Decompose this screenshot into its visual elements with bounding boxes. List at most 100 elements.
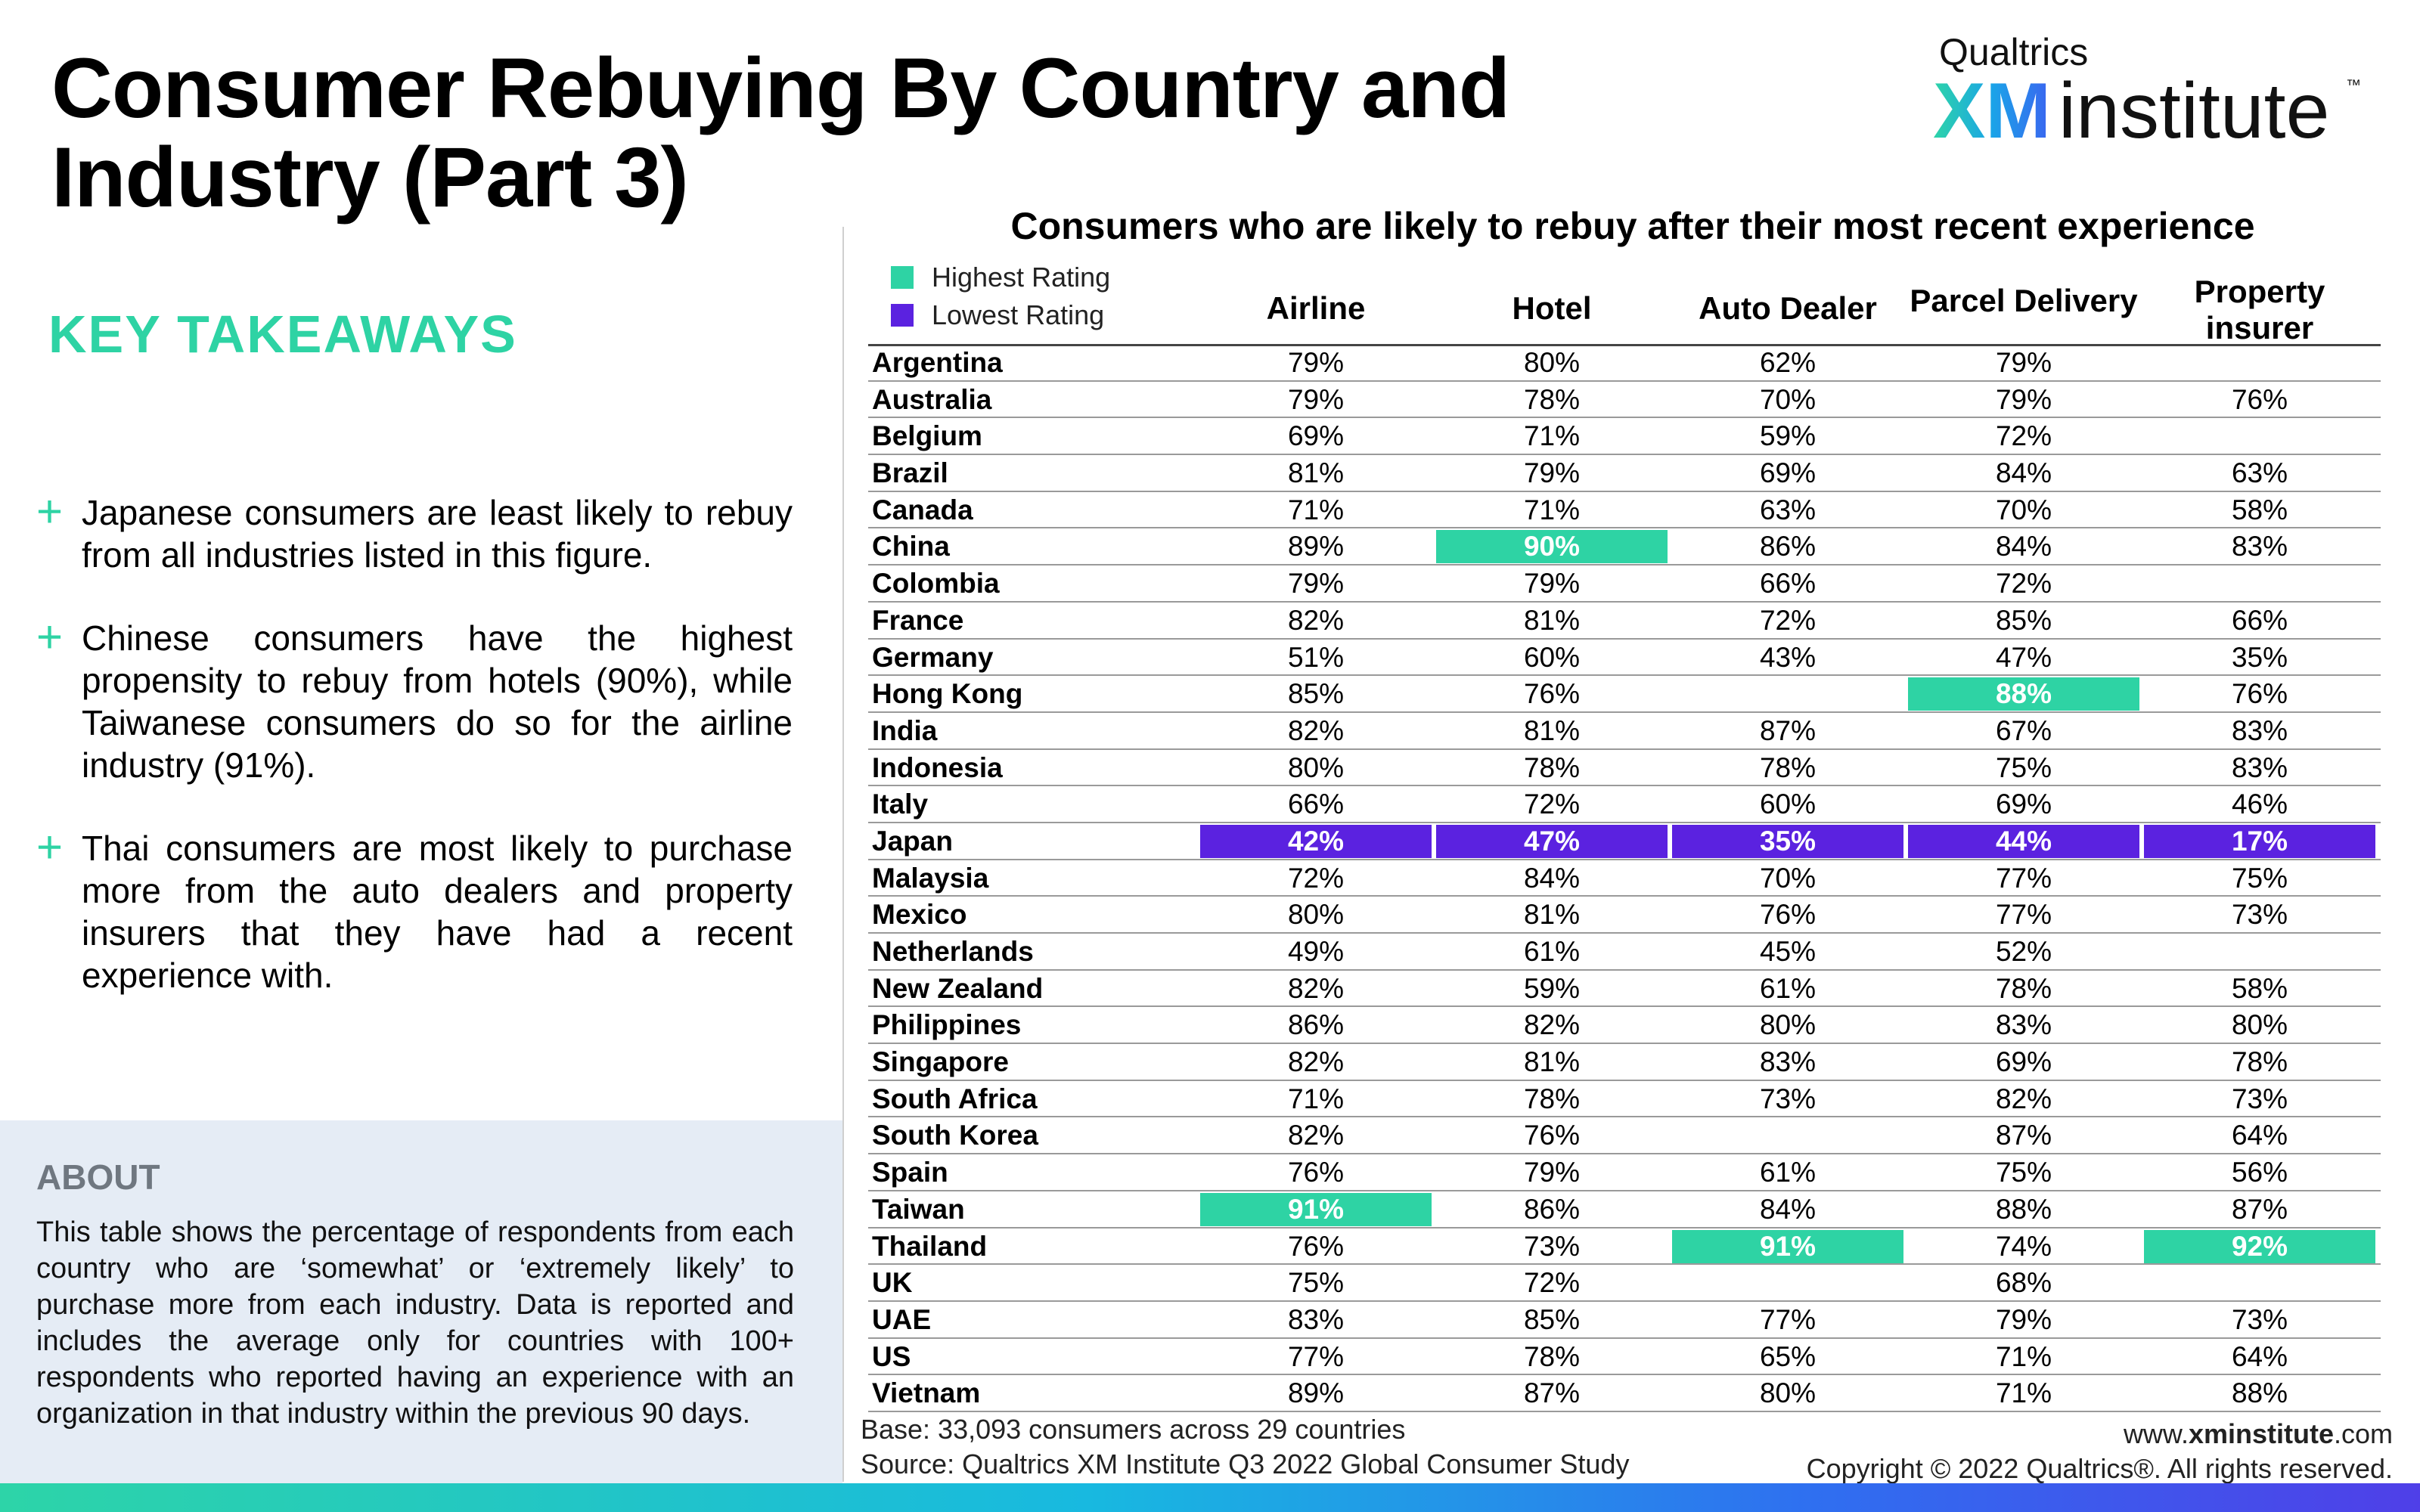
data-cell: 78%: [1523, 383, 1581, 415]
takeaway-text: Thai consumers are most likely to purcha…: [82, 829, 793, 995]
data-cell: [2144, 935, 2375, 968]
data-cell: 59%: [1759, 420, 1817, 452]
data-cell: 45%: [1759, 936, 1817, 967]
data-cell: 66%: [1759, 568, 1817, 600]
country-label: France: [872, 604, 964, 636]
data-cell: 66%: [2231, 604, 2288, 636]
data-cell: 47%: [1995, 641, 2052, 673]
data-cell: 79%: [1287, 568, 1345, 600]
country-label: Malaysia: [872, 862, 989, 894]
country-label: South Korea: [872, 1120, 1038, 1151]
data-cell: 72%: [1759, 604, 1817, 636]
column-header: Airline: [1266, 290, 1366, 326]
data-cell: [2144, 1266, 2375, 1300]
data-cell: 69%: [1759, 457, 1817, 489]
data-cell: 70%: [1995, 494, 2052, 525]
column-header: Parcel Delivery: [1910, 283, 2138, 318]
data-cell: 76%: [1759, 899, 1817, 931]
footer-base: Base: 33,093 consumers across 29 countri…: [861, 1414, 1406, 1445]
data-cell: 84%: [1995, 457, 2052, 489]
data-cell: 79%: [1287, 383, 1345, 415]
country-label: Netherlands: [872, 936, 1034, 967]
about-heading: ABOUT: [36, 1157, 160, 1197]
country-label: Indonesia: [872, 751, 1003, 783]
data-cell: 78%: [1523, 751, 1581, 783]
data-cell: 84%: [1523, 862, 1581, 894]
data-cell: 68%: [1995, 1267, 2052, 1299]
data-cell: 64%: [2231, 1340, 2288, 1372]
chart-legend: Highest Rating Lowest Rating: [891, 259, 1110, 334]
data-cell: 82%: [1995, 1083, 2052, 1114]
data-cell: 76%: [1287, 1157, 1345, 1188]
data-cell: 75%: [2231, 862, 2288, 894]
brand-gradient-bar: [0, 1483, 2420, 1512]
country-label: South Africa: [872, 1083, 1038, 1114]
takeaway-item: + Thai consumers are most likely to purc…: [36, 822, 793, 996]
data-cell: 81%: [1523, 604, 1581, 636]
table-row: Japan 42% 47% 35% 44% 17%: [868, 823, 2381, 860]
country-label: India: [872, 714, 938, 746]
data-cell: 79%: [1523, 568, 1581, 600]
table-row: Singapore 82% 81% 83% 69% 78%: [868, 1044, 2381, 1081]
country-label: US: [872, 1340, 911, 1372]
data-cell: 77%: [1287, 1340, 1345, 1372]
data-cell: 73%: [1759, 1083, 1817, 1114]
data-cell: 70%: [1759, 383, 1817, 415]
data-cell: 88%: [1995, 1193, 2052, 1225]
data-cell: 82%: [1287, 1046, 1345, 1078]
rebuy-table: Argentina 79% 80% 62% 79% Australia 79% 78% 70% 7…: [868, 345, 2381, 1412]
logo-trademark: ™: [2346, 77, 2361, 94]
data-cell: 88%: [1908, 677, 2139, 711]
country-label: Japan: [872, 825, 953, 857]
table-row: Colombia 79% 79% 66% 72%: [868, 565, 2381, 603]
data-cell: 87%: [2231, 1193, 2288, 1225]
takeaway-text: Chinese consumers have the highest prope…: [82, 618, 793, 785]
logo-xm-text: XM: [1933, 67, 2051, 155]
country-label: Belgium: [872, 420, 982, 452]
table-top-rule: [868, 344, 2381, 346]
plus-icon: +: [36, 612, 64, 662]
data-cell: 35%: [2231, 641, 2288, 673]
data-cell: 67%: [1995, 714, 2052, 746]
data-cell: 86%: [1759, 531, 1817, 562]
data-cell: 73%: [1523, 1230, 1581, 1262]
column-header: Hotel: [1512, 290, 1592, 326]
data-cell: 72%: [1523, 1267, 1581, 1299]
table-row: New Zealand 82% 59% 61% 78% 58%: [868, 971, 2381, 1008]
data-cell: [1672, 1266, 1903, 1300]
data-cell: 61%: [1759, 1157, 1817, 1188]
data-cell: 82%: [1287, 972, 1345, 1004]
legend-swatch-highest: [891, 266, 914, 289]
data-cell: 62%: [1759, 347, 1817, 378]
data-cell: 91%: [1672, 1229, 1903, 1263]
data-cell: 82%: [1287, 1120, 1345, 1151]
data-cell: 77%: [1995, 862, 2052, 894]
table-row: Mexico 80% 81% 76% 77% 73%: [868, 897, 2381, 934]
table-row: Brazil 81% 79% 69% 84% 63%: [868, 455, 2381, 492]
plus-icon: +: [36, 822, 64, 872]
footer-source: Base: 33,093 consumers across 29 countri…: [861, 1412, 1629, 1482]
footer-url[interactable]: www.xminstitute.com: [2123, 1418, 2393, 1449]
data-cell: 72%: [1523, 789, 1581, 820]
legend-label: Lowest Rating: [932, 299, 1105, 330]
data-cell: 61%: [1759, 972, 1817, 1004]
data-cell: 85%: [1287, 678, 1345, 710]
takeaway-text: Japanese consumers are least likely to r…: [82, 493, 793, 575]
data-cell: 86%: [1287, 1009, 1345, 1041]
country-label: Australia: [872, 383, 992, 415]
table-row: Taiwan 91% 86% 84% 88% 87%: [868, 1191, 2381, 1228]
country-label: UK: [872, 1267, 913, 1299]
data-cell: 59%: [1523, 972, 1581, 1004]
data-cell: 73%: [2231, 1083, 2288, 1114]
data-cell: [1672, 1119, 1903, 1152]
data-cell: 46%: [2231, 789, 2288, 820]
data-cell: 76%: [1287, 1230, 1345, 1262]
about-panel: ABOUT This table shows the percentage of…: [0, 1120, 842, 1483]
data-cell: 51%: [1287, 641, 1345, 673]
chart-title: Consumers who are likely to rebuy after …: [1010, 205, 2255, 247]
data-cell: [2144, 346, 2375, 380]
data-cell: 79%: [1995, 1303, 2052, 1335]
country-label: New Zealand: [872, 972, 1044, 1004]
data-cell: 71%: [1287, 1083, 1345, 1114]
table-row: Italy 66% 72% 60% 69% 46%: [868, 786, 2381, 823]
